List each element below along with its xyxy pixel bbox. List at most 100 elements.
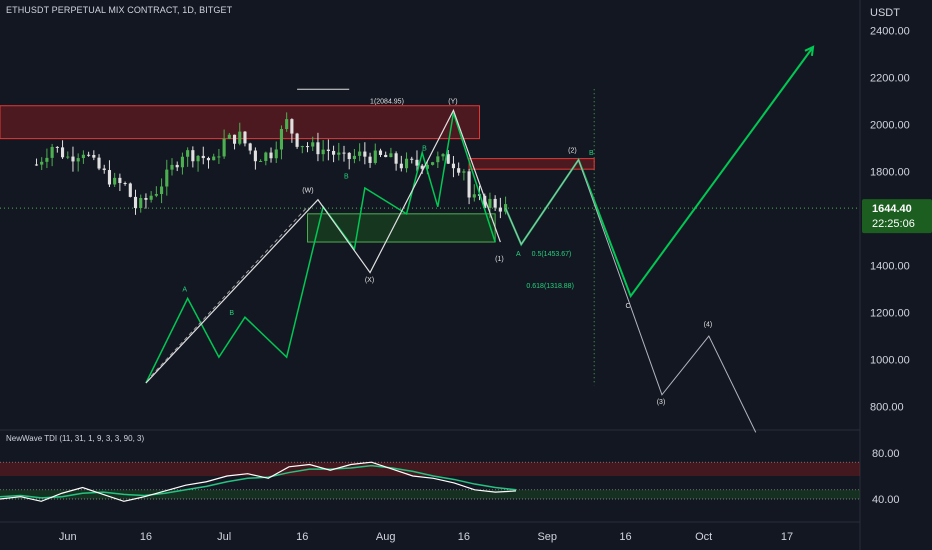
candle-body — [60, 147, 65, 158]
candle-body — [170, 164, 174, 170]
time-tick: Sep — [537, 531, 557, 543]
candle-body — [128, 183, 132, 197]
candle-body — [337, 152, 341, 155]
wave-label-3: (3) — [657, 399, 666, 406]
time-tick: Oct — [695, 531, 712, 543]
candle-body — [394, 153, 398, 164]
candle-body — [332, 150, 336, 155]
time-tick: 16 — [458, 531, 470, 543]
wave-label-b-high: B — [422, 145, 427, 152]
price-tick: 1000.00 — [870, 355, 910, 367]
price-candles — [34, 112, 508, 219]
price-tick: 2400.00 — [870, 26, 910, 38]
candle-body — [305, 146, 310, 148]
candle-body — [149, 195, 153, 200]
symbol-title: ETHUSDT PERPETUAL MIX CONTRACT, 1D, BITG… — [6, 5, 233, 15]
fib-label-05: 0.5(1453.67) — [532, 251, 572, 258]
price-tick: 1400.00 — [870, 261, 910, 273]
candle-body — [425, 164, 429, 169]
candle-body — [97, 157, 101, 169]
candle-body — [457, 168, 461, 173]
candle-body — [483, 195, 487, 208]
candle-body — [269, 152, 273, 159]
axes: USDT 2400.00 2200.00 2000.00 1800.00 1400.00 1… — [59, 7, 932, 543]
candle-body — [123, 183, 127, 185]
candle-body — [71, 156, 75, 162]
wave-label-w: (W) — [302, 188, 313, 195]
current-price-value: 1644.40 — [872, 203, 912, 215]
wave-label-b-small: B — [229, 310, 234, 317]
wave-label-y: (Y) — [448, 98, 457, 105]
time-tick: Aug — [376, 531, 396, 543]
fib-label-0618: 0.618(1318.88) — [526, 283, 573, 290]
candle-body — [81, 154, 85, 159]
candle-body — [352, 155, 356, 160]
candle-body — [55, 146, 59, 148]
candle-body — [118, 177, 122, 184]
projection-white — [505, 158, 757, 433]
demand-zone — [307, 213, 496, 243]
wave-label-b: B — [589, 150, 594, 157]
time-tick: 16 — [140, 531, 152, 543]
candle-body — [378, 150, 383, 155]
candle-body — [363, 151, 367, 157]
candle-body — [316, 142, 320, 155]
time-tick: 17 — [781, 531, 793, 543]
candle-body — [50, 146, 54, 158]
candle-body — [290, 119, 294, 134]
time-tick: 16 — [619, 531, 631, 543]
wave-label-c: C — [625, 303, 630, 310]
candle-body — [92, 155, 96, 158]
candle-body — [144, 198, 148, 200]
wave-label-b-mid: B — [344, 174, 349, 181]
price-tick: 2000.00 — [870, 120, 910, 132]
candle-body — [154, 194, 158, 196]
candle-body — [410, 158, 414, 160]
candle-body — [358, 151, 362, 156]
candle-body — [451, 163, 456, 169]
candle-body — [420, 165, 424, 169]
candle-body — [160, 186, 164, 195]
candle-body — [279, 129, 284, 150]
candle-body — [186, 150, 190, 157]
time-tick: Jun — [59, 531, 77, 543]
fib-label-1: 1(2084.95) — [370, 98, 404, 105]
candle-body — [493, 198, 497, 208]
candle-body — [441, 154, 445, 157]
candle-body — [274, 149, 278, 159]
candle-body — [201, 155, 205, 159]
candle-body — [431, 162, 435, 165]
candle-body — [212, 156, 216, 161]
candle-body — [217, 156, 221, 158]
price-tick: 800.00 — [870, 402, 904, 414]
candle-body — [300, 146, 304, 148]
candle-body — [498, 207, 502, 212]
grid — [0, 0, 861, 550]
candle-body — [34, 164, 39, 166]
candle-body — [472, 194, 476, 198]
candle-body — [259, 160, 263, 162]
candle-body — [311, 142, 315, 147]
candle-body — [285, 119, 289, 130]
candle-body — [206, 158, 211, 161]
candle-body — [66, 156, 70, 158]
tdi-indicator — [0, 461, 860, 502]
wave-label-4: (4) — [704, 322, 713, 329]
overbought-band — [0, 462, 860, 476]
candle-body — [102, 168, 106, 171]
wxy-structure — [145, 108, 501, 384]
candle-body — [196, 155, 200, 162]
candle-body — [321, 149, 325, 155]
candle-body — [389, 153, 393, 158]
wave-label-a: A — [516, 251, 521, 258]
candle-body — [243, 131, 247, 144]
projection-arrow — [804, 45, 815, 57]
candle-body — [373, 150, 377, 163]
candle-body — [342, 152, 346, 154]
candle-body — [467, 171, 471, 198]
projection-green — [504, 46, 814, 299]
wave-label-a-small: A — [182, 286, 187, 293]
candle-body — [227, 134, 231, 139]
candle-body — [462, 171, 466, 173]
